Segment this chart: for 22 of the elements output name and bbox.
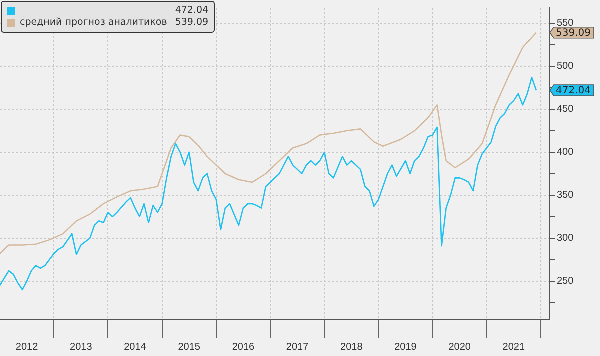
x-tick-label: 2014: [124, 342, 147, 353]
text: 539.09: [175, 17, 209, 28]
y-tick-label: 500: [557, 61, 574, 72]
x-tick-label: 2017: [286, 342, 310, 353]
x-tick-label: 2018: [340, 342, 364, 353]
x-tick-label: 2012: [16, 342, 39, 353]
x-tick-label: 2013: [70, 342, 93, 353]
y-tick-label: 250: [557, 276, 574, 288]
x-tick-label: 2016: [232, 342, 255, 353]
y-tick-label: 350: [557, 190, 574, 202]
y-tick-label: 400: [557, 147, 574, 158]
x-tick-label: 2019: [394, 342, 418, 353]
y-tick-label: 300: [557, 233, 574, 244]
x-tick-label: 2015: [178, 342, 201, 353]
annotation: 539.09: [556, 28, 591, 39]
x-tick-label: 2020: [448, 342, 472, 353]
text: 472.04: [175, 5, 209, 16]
x-tick-label: 2021: [502, 342, 526, 353]
legend-label: средний прогноз аналитиков: [20, 17, 168, 29]
annotation: 472.04: [556, 86, 591, 97]
y-tick-label: 550: [557, 18, 574, 30]
y-tick-label: 450: [557, 104, 574, 116]
